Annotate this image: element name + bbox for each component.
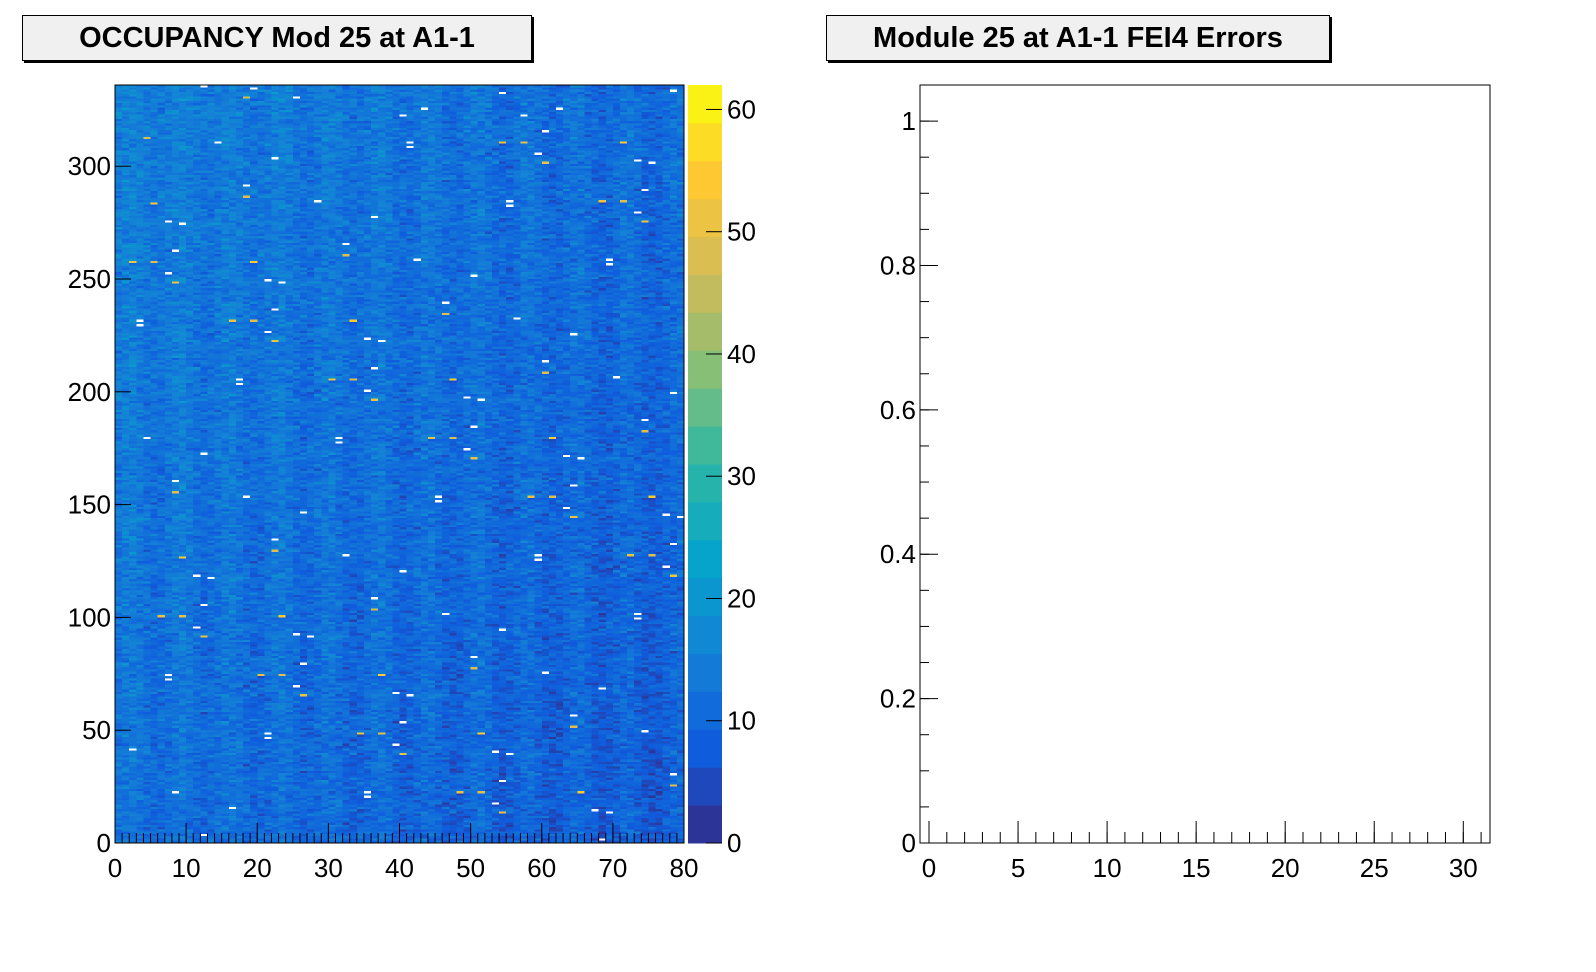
colorbar-segment bbox=[688, 388, 722, 427]
colorbar-tick-label: 50 bbox=[727, 217, 756, 247]
heatmap-y-tick-label: 200 bbox=[68, 377, 111, 407]
colorbar-segment bbox=[688, 198, 722, 238]
heatmap-x-tick-label: 80 bbox=[670, 853, 699, 883]
colorbar-segment bbox=[688, 122, 722, 162]
heatmap-y-tick-label: 0 bbox=[97, 828, 111, 858]
heatmap-y-tick-label: 150 bbox=[68, 490, 111, 520]
errors-x-tick-label: 20 bbox=[1271, 853, 1300, 883]
colorbar-tick-label: 40 bbox=[727, 339, 756, 369]
errors-y-tick-label: 0.6 bbox=[880, 395, 916, 425]
colorbar-segment bbox=[688, 805, 722, 844]
heatmap-x-tick-label: 60 bbox=[527, 853, 556, 883]
heatmap-y-tick-label: 250 bbox=[68, 264, 111, 294]
heatmap-cells bbox=[115, 85, 684, 843]
colorbar-tick-label: 20 bbox=[727, 583, 756, 613]
errors-y-tick-label: 1 bbox=[902, 106, 916, 136]
colorbar-segment bbox=[688, 539, 722, 579]
colorbar-segment bbox=[688, 426, 722, 465]
heatmap-x-tick-label: 30 bbox=[314, 853, 343, 883]
colorbar-segment bbox=[688, 501, 722, 541]
heatmap-x-tick-label: 0 bbox=[108, 853, 122, 883]
errors-plot-frame bbox=[919, 84, 1491, 844]
colorbar-segment bbox=[688, 729, 722, 768]
errors-x-tick-label: 0 bbox=[922, 853, 936, 883]
colorbar-tick-label: 0 bbox=[727, 828, 741, 858]
heatmap-x-tick-label: 70 bbox=[598, 853, 627, 883]
heatmap-x-tick-label: 50 bbox=[456, 853, 485, 883]
colorbar-segment bbox=[688, 691, 722, 730]
colorbar-segment bbox=[688, 85, 722, 124]
errors-x-tick-label: 10 bbox=[1093, 853, 1122, 883]
colorbar-segment bbox=[688, 274, 722, 313]
errors-x-tick-label: 15 bbox=[1182, 853, 1211, 883]
colorbar-segment bbox=[688, 160, 722, 200]
colorbar-segment bbox=[688, 653, 722, 692]
heatmap-y-tick-label: 100 bbox=[68, 602, 111, 632]
errors-y-tick-label: 0 bbox=[902, 828, 916, 858]
colorbar: 0 10 20 30 40 50 60 bbox=[688, 85, 756, 858]
colorbar-tick-label: 10 bbox=[727, 706, 756, 736]
colorbar-segment bbox=[688, 464, 722, 503]
colorbar-tick-label: 60 bbox=[727, 94, 756, 124]
colorbar-segment bbox=[688, 312, 722, 351]
colorbar-segment bbox=[688, 577, 722, 617]
heatmap-y-tick-label: 300 bbox=[68, 151, 111, 181]
colorbar-segment bbox=[688, 350, 722, 389]
errors-y-tick-label: 0.2 bbox=[880, 684, 916, 714]
errors-y-tick-label: 0.8 bbox=[880, 250, 916, 280]
colorbar-segment bbox=[688, 767, 722, 806]
colorbar-tick-label: 30 bbox=[727, 461, 756, 491]
occupancy-heatmap bbox=[115, 85, 684, 843]
heatmap-x-tick-label: 20 bbox=[243, 853, 272, 883]
heatmap-axes: 0 10 20 30 40 50 60 70 80 0 50 100 150 200 250 300 bbox=[68, 151, 699, 883]
errors-x-tick-label: 30 bbox=[1449, 853, 1478, 883]
errors-x-tick-label: 25 bbox=[1360, 853, 1389, 883]
errors-title: Module 25 at A1-1 FEI4 Errors bbox=[826, 15, 1330, 61]
heatmap-x-tick-label: 40 bbox=[385, 853, 414, 883]
errors-axes: 0 5 10 15 20 25 30 0 0.2 0.4 0.6 0.8 1 bbox=[880, 106, 1482, 883]
errors-x-tick-label: 5 bbox=[1011, 853, 1025, 883]
occupancy-title: OCCUPANCY Mod 25 at A1-1 bbox=[22, 15, 532, 61]
colorbar-segment bbox=[688, 236, 722, 275]
heatmap-y-tick-label: 50 bbox=[82, 715, 111, 745]
errors-y-tick-label: 0.4 bbox=[880, 539, 916, 569]
heatmap-x-tick-label: 10 bbox=[172, 853, 201, 883]
colorbar-segment bbox=[688, 615, 722, 654]
